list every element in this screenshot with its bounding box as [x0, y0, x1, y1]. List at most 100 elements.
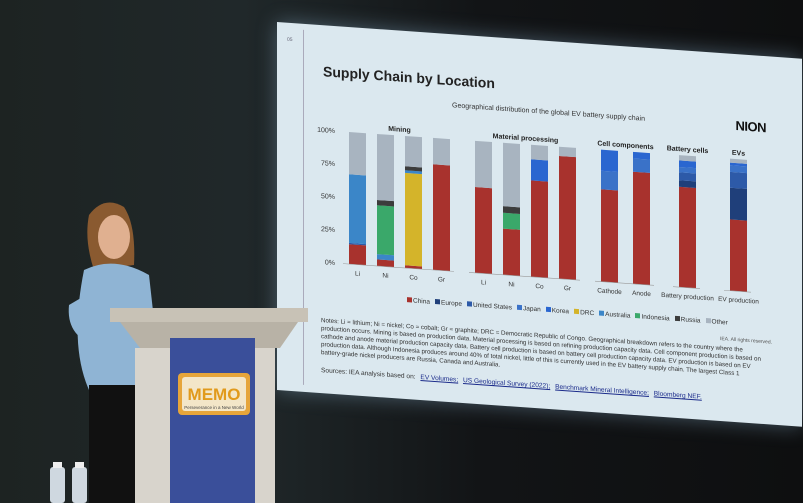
bar-segment-japan [601, 170, 618, 191]
legend-item: Japan [516, 304, 541, 314]
slide-number: 05 [287, 36, 293, 44]
slide-title: Supply Chain by Location [323, 63, 495, 92]
bar-segment-china [433, 164, 450, 272]
legend-swatch [434, 299, 440, 305]
bar-segment-europe [679, 180, 696, 188]
legend-label: China [413, 297, 430, 306]
bar-segment-russia [503, 206, 520, 214]
group-label: EVs [732, 150, 745, 158]
podium: MEMO Perseverance in a New World [110, 308, 308, 503]
source-link[interactable]: Bloomberg NEF. [653, 390, 702, 401]
bar-segment-other [559, 146, 576, 158]
legend-label: Other [711, 318, 728, 327]
bar-segment-china [349, 244, 366, 266]
bar-segment-australia [405, 170, 422, 175]
legend-label: DRC [580, 309, 595, 318]
x-tick-label: Co [409, 274, 418, 282]
x-tick-label: Gr [438, 276, 446, 284]
bar-segment-russia [405, 166, 422, 172]
legend-swatch [545, 306, 551, 313]
group-label: Mining [388, 126, 411, 135]
y-tick-label: 50% [321, 193, 335, 201]
bar-segment-china [559, 155, 576, 280]
bar-segment-other [730, 158, 747, 164]
legend-swatch [705, 317, 711, 324]
stacked-bar-chart: 0% 25% 50% 75% 100% Li Ni Co Gr Mining Li Ni Co Gr Mat… [317, 126, 759, 306]
water-bottles [50, 462, 87, 503]
bar-segment-other [531, 144, 548, 161]
bar-segment-korea [531, 159, 548, 182]
legend-item: China [407, 297, 430, 306]
x-tick-label: EV production [718, 296, 759, 306]
source-link[interactable]: Benchmark Mineral Intelligence; [555, 383, 649, 398]
x-tick-label: Ni [508, 281, 514, 288]
bar-segment-other [349, 132, 366, 176]
legend-label: Indonesia [641, 313, 670, 323]
legend-label: Australia [605, 310, 631, 320]
bar-segment-japan [730, 165, 747, 174]
x-tick-label: Li [355, 270, 360, 277]
legend-label: United States [472, 301, 512, 312]
y-tick-label: 75% [321, 160, 335, 168]
nion-logo: NION [735, 118, 767, 136]
bar-segment-china [679, 186, 696, 289]
x-tick-label: Li [481, 279, 486, 286]
x-axis-line [343, 263, 454, 272]
bar-segment-other [679, 155, 696, 162]
legend-swatch [574, 308, 580, 315]
legend-item: Russia [674, 315, 701, 325]
legend-swatch [516, 304, 522, 311]
bar-segment-drc [405, 172, 422, 267]
legend-swatch [407, 297, 412, 303]
x-tick-label: Cathode [597, 287, 622, 296]
bar-segment-china [475, 187, 492, 275]
bar-segment-united-states [679, 172, 696, 182]
bar-segment-china [377, 259, 394, 268]
legend-swatch [599, 310, 605, 316]
bar-segment-china [730, 219, 747, 292]
legend-label: Korea [551, 307, 570, 316]
legend-swatch [635, 313, 641, 319]
bar-segment-china [531, 180, 548, 278]
group-label: Material processing [493, 133, 559, 145]
bar-segment-other [503, 142, 520, 208]
legend-item: Korea [545, 306, 570, 316]
bar-segment-other [433, 137, 450, 166]
bar-segment-korea [633, 151, 650, 160]
bar-segment-korea [730, 162, 747, 167]
legend-swatch [674, 315, 680, 322]
group-label: Battery cells [667, 145, 709, 155]
y-tick-label: 25% [321, 226, 335, 234]
bar-segment-other [405, 135, 422, 168]
bar-segment-australia [349, 174, 366, 245]
legend-item: Europe [434, 299, 462, 308]
bar-segment-korea [679, 160, 696, 169]
bar-segment-korea [601, 149, 618, 172]
projected-slide: 05 Supply Chain by Location Geographical… [277, 22, 802, 427]
x-axis-line [595, 280, 654, 286]
x-tick-label: Anode [632, 290, 651, 298]
bar-segment-japan [633, 158, 650, 173]
source-link[interactable]: US Geological Survey (2022); [463, 377, 551, 391]
bar-segment-other [475, 140, 492, 189]
bar-segment-china [633, 171, 650, 286]
legend-label: Russia [680, 316, 701, 325]
bar-segment-china [601, 189, 618, 283]
group-label: Cell components [597, 140, 653, 151]
x-tick-label: Ni [382, 272, 388, 279]
legend-label: Japan [522, 305, 541, 314]
podium-logo: MEMO [188, 385, 241, 404]
rights-notice: IEA. All rights reserved. [720, 335, 772, 346]
bar-segment-europe [730, 187, 747, 221]
y-tick-label: 0% [325, 259, 335, 267]
x-axis-line [469, 272, 580, 281]
x-tick-label: Co [535, 283, 544, 291]
x-tick-label: Gr [564, 285, 572, 293]
legend-item: Other [705, 317, 728, 327]
bar-segment-australia [377, 254, 394, 261]
bar-segment-china [503, 228, 520, 276]
legend-item: Australia [599, 310, 631, 320]
x-axis-line [724, 289, 751, 293]
source-link[interactable]: EV Volumes; [420, 374, 459, 384]
bar-segment-united-states [349, 242, 366, 246]
